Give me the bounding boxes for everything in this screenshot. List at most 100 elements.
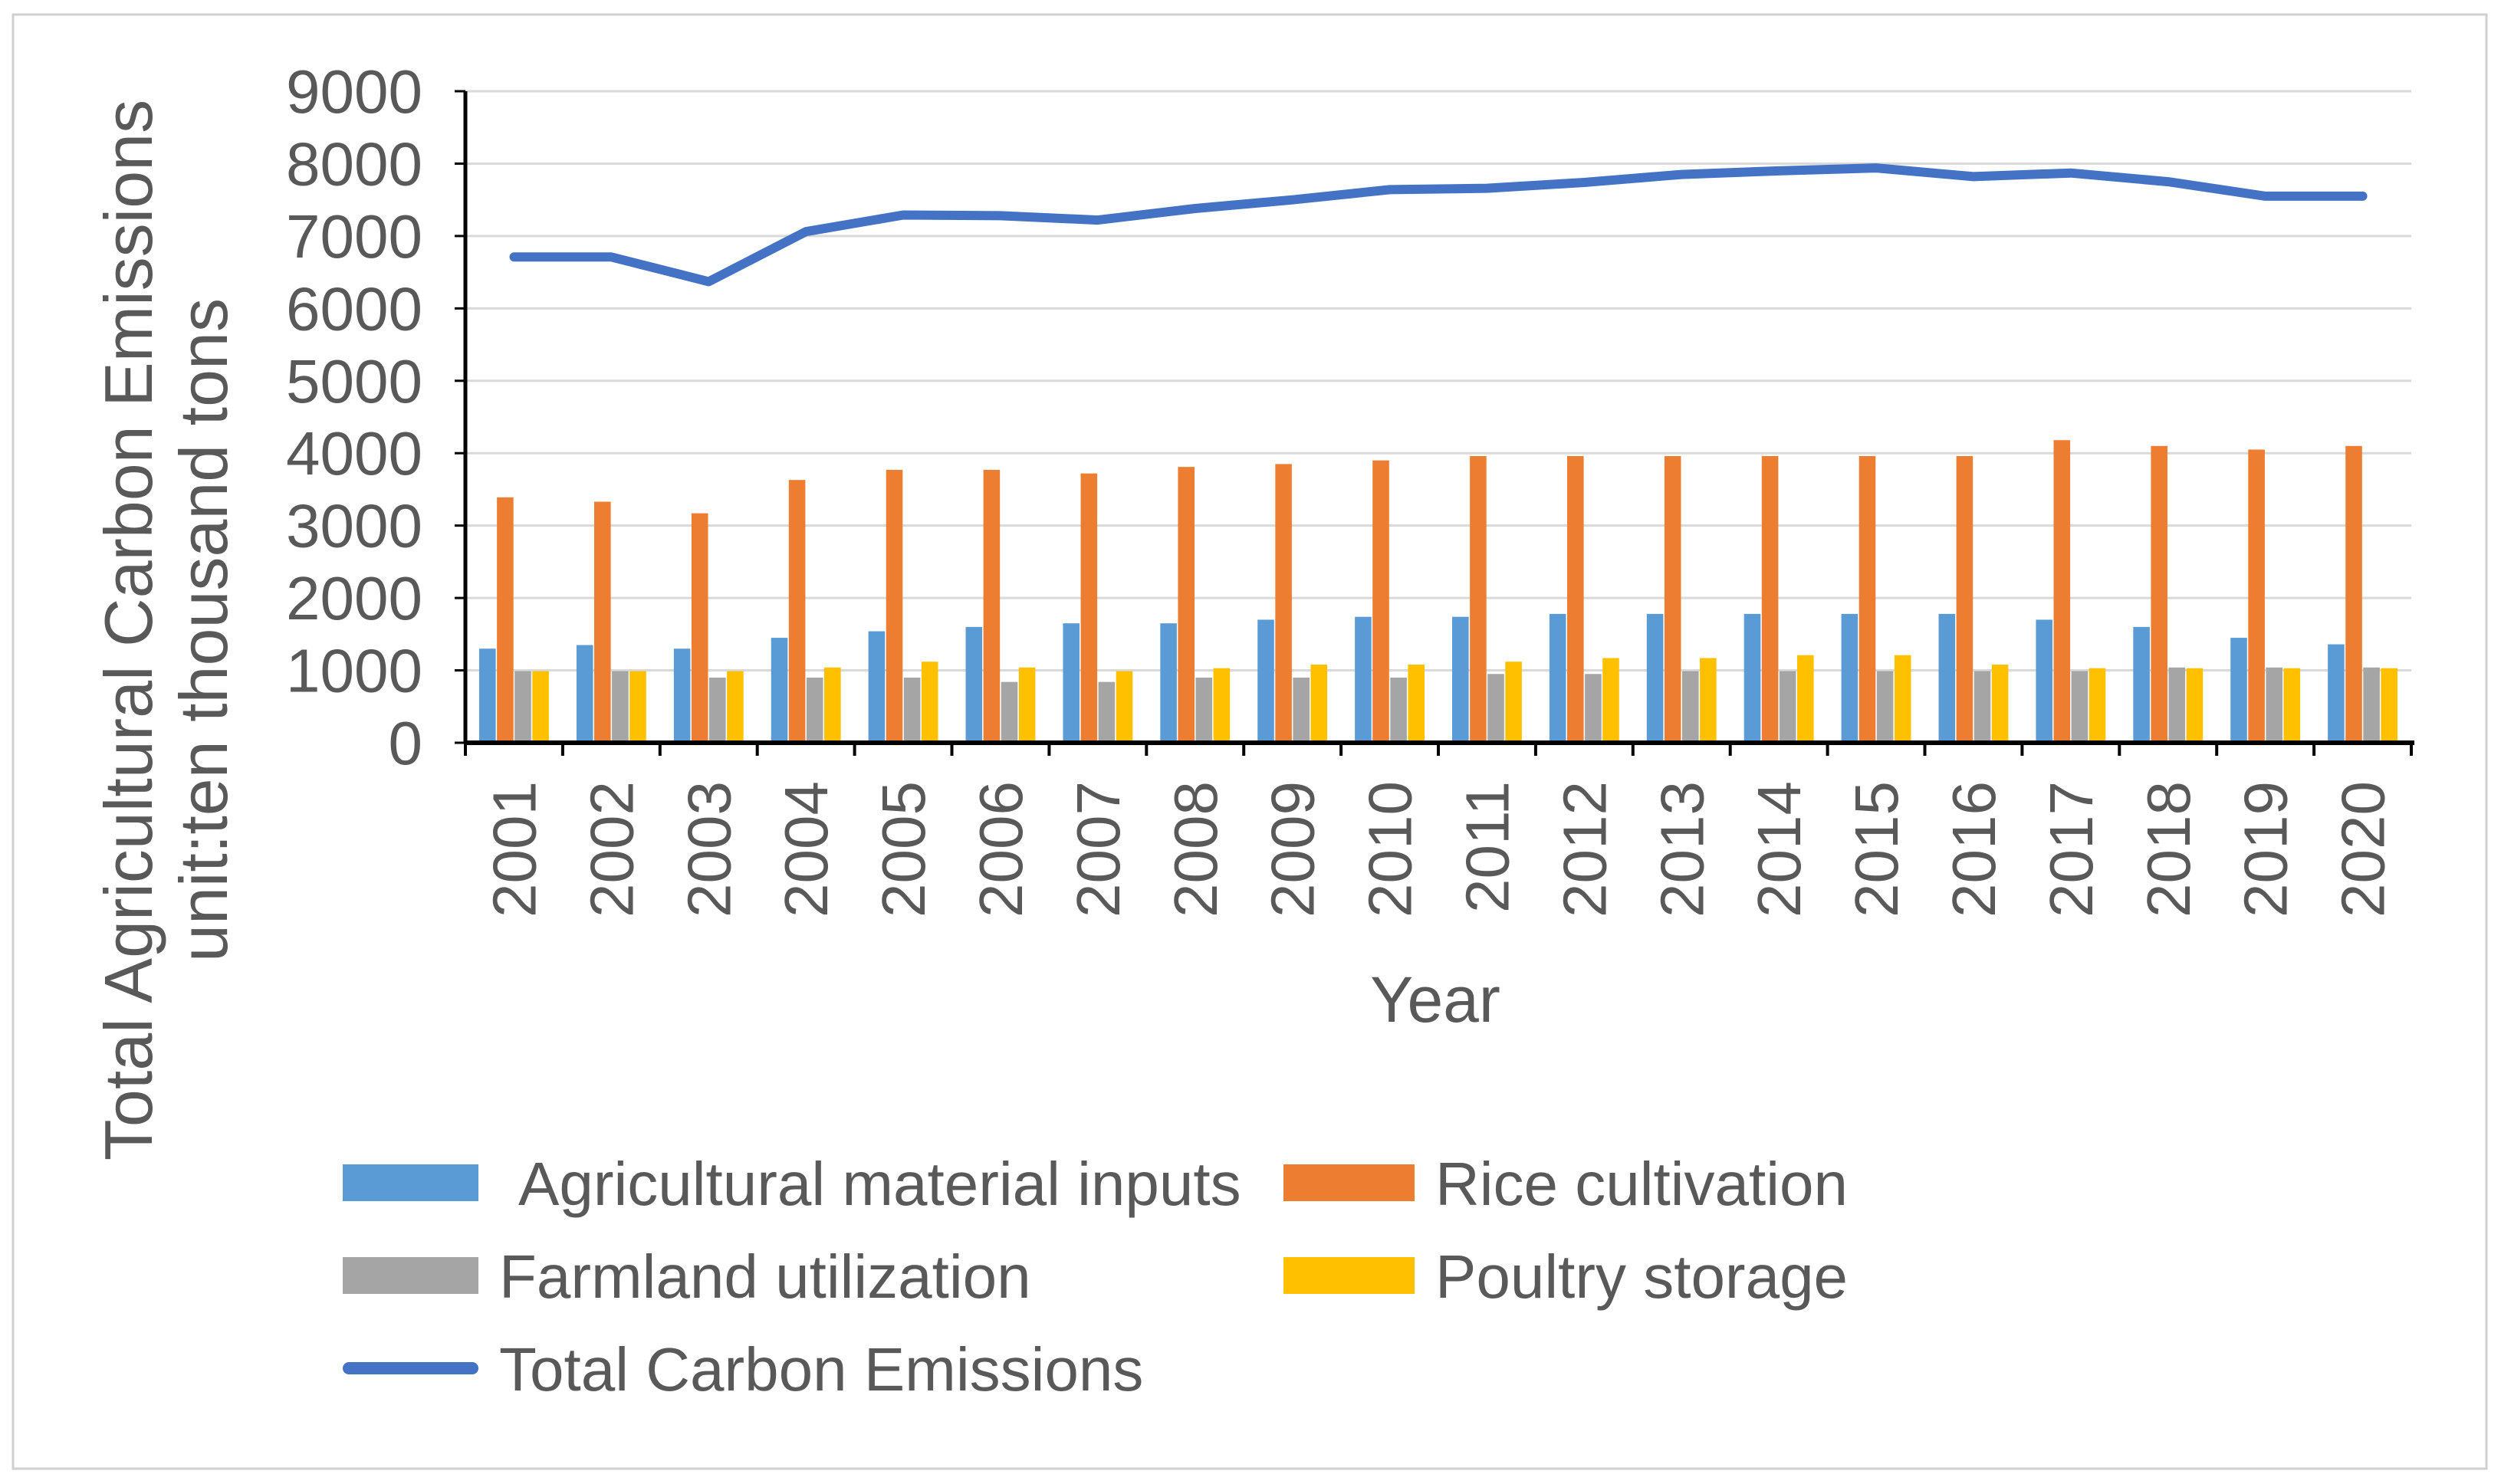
bar-poultry-storage-2005 [921,662,938,743]
x-tick-label-2018: 2018 [2135,781,2203,918]
y-tick-label-0: 0 [389,709,423,777]
y-tick-label-2000: 2000 [286,564,422,632]
bar-farmland-utilization-2017 [2071,671,2089,743]
bar-poultry-storage-2015 [1894,655,1911,743]
x-tick-label-2003: 2003 [675,781,743,918]
y-tick-label-5000: 5000 [286,347,422,415]
bar-farmland-utilization-2012 [1585,674,1602,743]
legend-label-poultry-storage: Poultry storage [1435,1243,1848,1311]
bar-farmland-utilization-2011 [1487,674,1504,743]
bar-agricultural-material-inputs-2012 [1549,613,1566,743]
line-series [509,163,2368,287]
bar-poultry-storage-2012 [1602,658,1619,743]
bar-agricultural-material-inputs-2006 [965,626,983,743]
x-tick-label-2020: 2020 [2329,781,2397,918]
x-tick-label-2004: 2004 [772,781,840,918]
bar-agricultural-material-inputs-2003 [673,648,691,743]
bar-poultry-storage-2001 [532,671,549,743]
bar-farmland-utilization-2002 [612,671,629,743]
legend-label-total-carbon-emissions: Total Carbon Emissions [499,1335,1143,1404]
bar-rice-cultivation-2016 [1956,456,1974,743]
bar-farmland-utilization-2008 [1195,678,1213,743]
legend-swatch-rice-cultivation [1283,1164,1415,1201]
x-axis-title: Year [1370,964,1500,1036]
bar-rice-cultivation-2005 [886,469,903,743]
bar-rice-cultivation-2006 [983,469,1001,743]
x-tick-label-2002: 2002 [577,781,646,918]
bar-farmland-utilization-2003 [709,678,726,743]
bar-rice-cultivation-2017 [2053,440,2071,743]
bar-poultry-storage-2008 [1213,668,1231,743]
bar-poultry-storage-2006 [1018,667,1036,743]
bar-poultry-storage-2019 [2283,668,2301,743]
bar-poultry-storage-2020 [2381,668,2397,743]
bar-farmland-utilization-2006 [1001,681,1018,743]
bar-agricultural-material-inputs-2005 [868,631,886,743]
bar-poultry-storage-2018 [2186,668,2204,743]
legend-label-rice-cultivation: Rice cultivation [1435,1150,1848,1218]
bar-poultry-storage-2003 [727,671,744,743]
x-tick-label-2015: 2015 [1842,781,1911,918]
x-tick-label-2007: 2007 [1064,781,1132,918]
legend: Agricultural material inputs Rice cultiv… [343,1150,1848,1404]
y-tick-label-4000: 4000 [286,419,422,488]
bar-rice-cultivation-2007 [1080,473,1098,743]
bar-farmland-utilization-2005 [903,678,921,743]
bar-farmland-utilization-2018 [2168,667,2186,743]
bars [479,440,2397,743]
legend-label-agricultural-material-inputs: Agricultural material inputs [518,1150,1241,1218]
bar-farmland-utilization-2010 [1390,678,1407,743]
x-tick-label-2008: 2008 [1162,781,1230,918]
bar-rice-cultivation-2003 [691,513,708,743]
y-axis-title-line-2: unit:ten thousand tons [166,298,242,962]
bar-poultry-storage-2017 [2089,668,2106,743]
bar-rice-cultivation-2019 [2248,449,2265,743]
y-tick-label-1000: 1000 [286,637,422,705]
x-tick-label-2014: 2014 [1745,781,1813,918]
bar-agricultural-material-inputs-2010 [1355,616,1372,743]
bar-farmland-utilization-2007 [1098,681,1116,743]
bar-agricultural-material-inputs-2001 [479,648,496,743]
bar-agricultural-material-inputs-2009 [1257,619,1274,743]
bar-agricultural-material-inputs-2002 [576,645,593,743]
bar-rice-cultivation-2001 [497,497,514,743]
bar-agricultural-material-inputs-2011 [1452,616,1469,743]
legend-swatch-agricultural-material-inputs [343,1164,478,1201]
bar-poultry-storage-2013 [1700,658,1717,743]
x-tick-label-2011: 2011 [1454,781,1522,913]
bar-agricultural-material-inputs-2008 [1160,623,1177,743]
bar-rice-cultivation-2015 [1858,456,1876,743]
x-tick-label-2009: 2009 [1259,781,1327,918]
bar-farmland-utilization-2009 [1293,678,1310,743]
axes [455,90,2414,756]
y-axis-title-line-1: Total Agricultural Carbon Emissions [90,100,166,1161]
bar-farmland-utilization-2015 [1876,671,1894,743]
bar-rice-cultivation-2008 [1178,467,1195,743]
bar-rice-cultivation-2014 [1761,456,1779,743]
x-tick-label-2001: 2001 [481,781,549,918]
legend-swatch-poultry-storage [1283,1257,1415,1294]
bar-rice-cultivation-2002 [594,501,611,743]
bar-rice-cultivation-2009 [1275,464,1292,743]
bar-agricultural-material-inputs-2015 [1841,613,1858,743]
bar-farmland-utilization-2001 [514,671,531,743]
legend-label-farmland-utilization: Farmland utilization [499,1243,1031,1311]
bar-poultry-storage-2016 [1991,665,2009,743]
y-tick-label-8000: 8000 [286,130,422,198]
bar-agricultural-material-inputs-2016 [1938,613,1956,743]
bar-rice-cultivation-2020 [2345,445,2362,743]
bar-farmland-utilization-2019 [2266,667,2282,743]
bar-agricultural-material-inputs-2007 [1063,623,1080,743]
bar-agricultural-material-inputs-2017 [2036,619,2052,743]
bar-farmland-utilization-2004 [806,678,823,743]
bar-rice-cultivation-2012 [1567,456,1584,743]
bar-agricultural-material-inputs-2020 [2328,644,2345,743]
bar-farmland-utilization-2013 [1682,671,1699,743]
bar-poultry-storage-2002 [629,671,646,743]
bar-poultry-storage-2009 [1310,665,1328,743]
x-tick-label-2010: 2010 [1356,781,1425,918]
bar-agricultural-material-inputs-2013 [1646,613,1664,743]
bar-poultry-storage-2007 [1116,671,1133,743]
y-tick-label-7000: 7000 [286,202,422,271]
